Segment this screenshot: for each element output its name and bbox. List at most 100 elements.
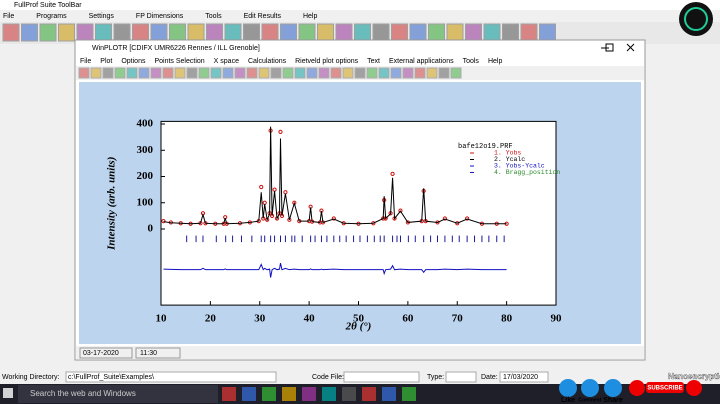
window-tool-icon[interactable] [174, 67, 186, 79]
toolbar-icon[interactable] [76, 23, 94, 42]
comment-icon[interactable] [581, 379, 599, 397]
window-menu-item[interactable]: Options [121, 58, 146, 65]
toolbar-icon[interactable] [354, 23, 371, 42]
window-tool-icon[interactable] [114, 67, 126, 79]
bell-icon[interactable] [686, 380, 702, 396]
toolbar-icon[interactable] [243, 23, 260, 42]
window-tool-icon[interactable] [342, 67, 354, 79]
toolbar-icon[interactable] [280, 23, 297, 42]
window-tool-icon[interactable] [246, 67, 258, 79]
toolbar-icon[interactable] [2, 23, 20, 42]
toolbar-icon[interactable] [58, 23, 75, 42]
toolbar-icon[interactable] [502, 23, 519, 42]
window-tool-icon[interactable] [330, 67, 342, 79]
window-tool-icon[interactable] [354, 67, 366, 79]
task-icon[interactable] [222, 387, 236, 401]
toolbar-icon[interactable] [95, 23, 112, 42]
search-box[interactable] [18, 385, 218, 403]
window-menu-item[interactable]: File [80, 58, 91, 65]
like-icon[interactable] [559, 379, 577, 397]
window-menu-item[interactable]: X space [214, 58, 239, 65]
window-tool-icon[interactable] [198, 67, 210, 79]
window-tool-icon[interactable] [78, 67, 90, 79]
toolbar-icon[interactable] [372, 23, 390, 42]
task-icon[interactable] [362, 387, 376, 401]
toolbar-icon[interactable] [539, 23, 556, 42]
toolbar-icon[interactable] [132, 23, 149, 42]
window-tool-icon[interactable] [318, 67, 330, 79]
window-menu-item[interactable]: Text [367, 58, 380, 65]
toolbar-icon[interactable] [39, 23, 57, 42]
window-tool-icon[interactable] [306, 67, 318, 79]
window-menu-item[interactable]: Points Selection [154, 58, 204, 65]
window-tool-icon[interactable] [162, 67, 174, 79]
toolbar-icon[interactable] [150, 23, 168, 42]
window-tool-icon[interactable] [294, 67, 306, 79]
play-icon[interactable] [629, 380, 645, 396]
toolbar-icon[interactable] [428, 23, 445, 42]
task-icon[interactable] [262, 387, 276, 401]
toolbar-icon[interactable] [169, 23, 186, 42]
window-tool-icon[interactable] [90, 67, 102, 79]
toolbar-icon[interactable] [335, 23, 353, 42]
toolbar-icon[interactable] [206, 23, 223, 42]
maximize-button[interactable] [605, 43, 614, 52]
toolbar-icon[interactable] [187, 23, 205, 42]
share-icon[interactable] [604, 379, 622, 397]
window-tool-icon[interactable] [270, 67, 282, 79]
start-button[interactable] [3, 388, 13, 398]
toolbar-icon[interactable] [298, 23, 316, 42]
task-icon[interactable] [342, 387, 356, 401]
task-icon[interactable] [242, 387, 256, 401]
app-menu-item[interactable]: Settings [89, 13, 115, 20]
app-menu-item[interactable]: Programs [36, 13, 67, 20]
toolbar-icon[interactable] [261, 23, 279, 42]
window-tool-icon[interactable] [210, 67, 222, 79]
window-tool-icon[interactable] [378, 67, 390, 79]
window-tool-icon[interactable] [426, 67, 438, 79]
window-tool-icon[interactable] [234, 67, 246, 79]
task-icon[interactable] [282, 387, 296, 401]
window-menu-item[interactable]: Calculations [248, 58, 287, 65]
window-tool-icon[interactable] [186, 67, 198, 79]
window-tool-icon[interactable] [222, 67, 234, 79]
task-icon[interactable] [402, 387, 416, 401]
toolbar-icon[interactable] [465, 23, 482, 42]
toolbar-icon[interactable] [113, 23, 131, 42]
task-icon[interactable] [302, 387, 316, 401]
window-tool-icon[interactable] [414, 67, 426, 79]
toolbar-icon[interactable] [483, 23, 501, 42]
toolbar-icon[interactable] [446, 23, 464, 42]
toolbar-icon[interactable] [224, 23, 242, 42]
window-tool-icon[interactable] [258, 67, 270, 79]
window-menu-item[interactable]: Tools [463, 58, 480, 65]
subscribe-button[interactable] [646, 382, 684, 393]
window-tool-icon[interactable] [126, 67, 138, 79]
window-tool-icon[interactable] [450, 67, 462, 79]
window-tool-icon[interactable] [390, 67, 402, 79]
app-menu-item[interactable]: Help [303, 13, 318, 20]
window-tool-icon[interactable] [138, 67, 150, 79]
window-tool-icon[interactable] [438, 67, 450, 79]
window-menu-item[interactable]: Rietveld plot options [295, 58, 359, 65]
app-menu-item[interactable]: Tools [205, 13, 222, 20]
app-menu-item[interactable]: File [3, 13, 14, 20]
window-tool-icon[interactable] [282, 67, 294, 79]
toolbar-icon[interactable] [391, 23, 408, 42]
window-menu-item[interactable]: Help [488, 58, 503, 65]
toolbar-icon[interactable] [409, 23, 427, 42]
app-menu-item[interactable]: FP Dimensions [136, 13, 184, 20]
task-icon[interactable] [382, 387, 396, 401]
window-menu-item[interactable]: External applications [389, 58, 454, 65]
app-menu-item[interactable]: Edit Results [244, 13, 282, 20]
task-icon[interactable] [322, 387, 336, 401]
window-tool-icon[interactable] [150, 67, 162, 79]
toolbar-icon[interactable] [21, 23, 38, 42]
window-menu-item[interactable]: Plot [100, 58, 112, 65]
window-tool-icon[interactable] [102, 67, 114, 79]
window-tool-icon[interactable] [402, 67, 414, 79]
window-tool-icon[interactable] [366, 67, 378, 79]
toolbar-icon[interactable] [317, 23, 334, 42]
toolbar-icon[interactable] [520, 23, 538, 42]
close-button[interactable] [626, 43, 635, 52]
